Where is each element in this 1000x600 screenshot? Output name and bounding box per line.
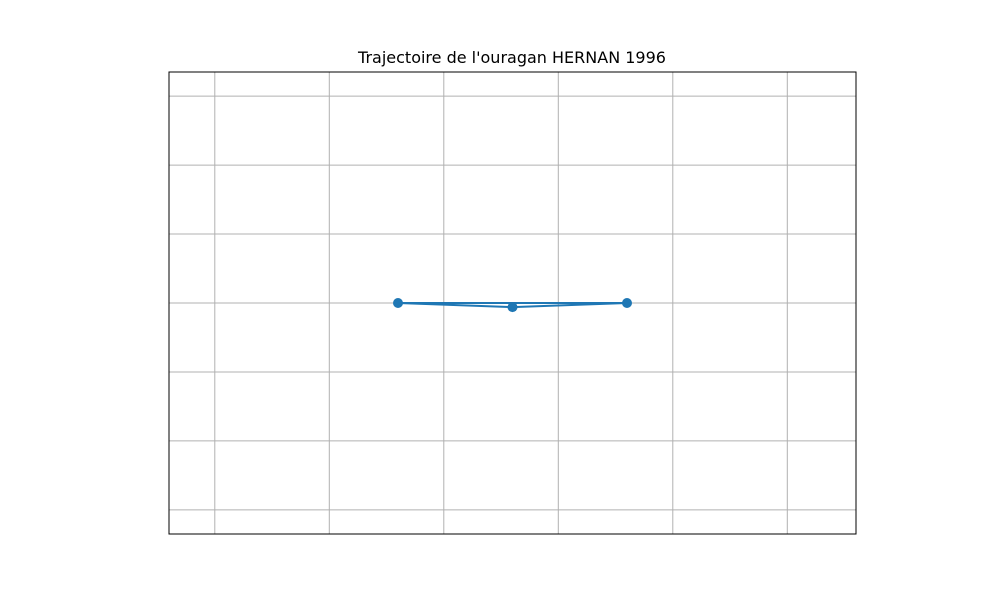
chart-title: Trajectoire de l'ouragan HERNAN 1996 xyxy=(357,48,666,67)
plot-frame xyxy=(168,71,857,535)
track-point-0 xyxy=(393,298,403,308)
plot-area xyxy=(168,71,857,535)
track-point-1 xyxy=(507,302,518,313)
horizontal-gridlines xyxy=(169,95,856,511)
track-point-2 xyxy=(622,298,632,308)
series-layer xyxy=(393,298,632,313)
